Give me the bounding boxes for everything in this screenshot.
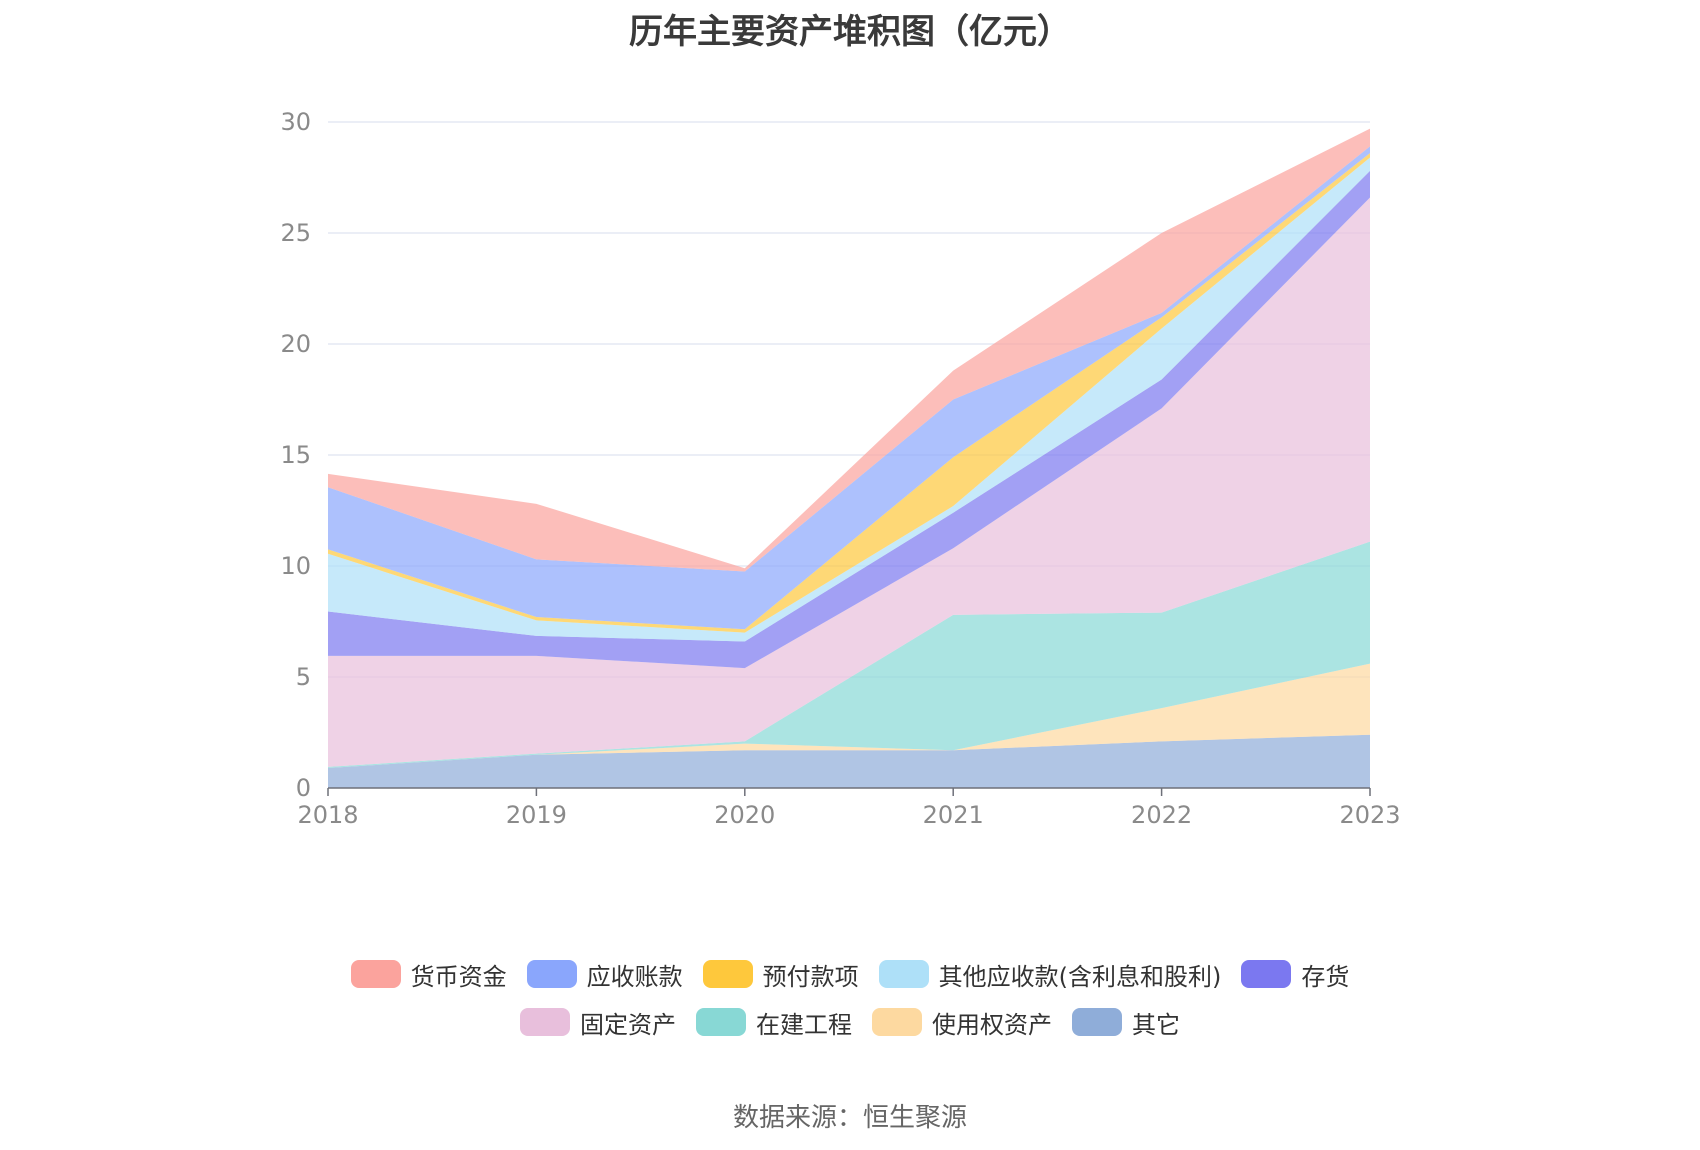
y-tick-label: 25 [280,219,311,247]
legend-label: 在建工程 [756,1010,852,1039]
y-tick-label: 20 [280,330,311,358]
legend: 货币资金 应收账款 预付款项 其他应收款(含利息和股利) 存货 固定资产 在建工程 使用权资… [0,950,1700,1046]
legend-item[interactable]: 存货 [1241,957,1349,992]
legend-swatch [526,960,577,988]
legend-label: 其他应收款(含利息和股利) [938,962,1222,991]
legend-label: 货币资金 [410,962,507,991]
area-series [328,541,1370,769]
legend-swatch [1241,960,1292,988]
legend-swatch [872,1008,922,1036]
y-tick-label: 10 [280,552,311,580]
legend-label: 应收账款 [586,962,683,991]
x-tick-label: 2023 [1339,801,1400,829]
x-tick-label: 2022 [1131,801,1192,829]
y-tick-label: 30 [280,108,311,136]
legend-item[interactable]: 使用权资产 [872,1005,1052,1040]
legend-item[interactable]: 在建工程 [696,1005,852,1040]
legend-swatch [878,960,929,988]
area-series [328,146,1370,630]
area-series [328,663,1370,769]
x-tick-label: 2019 [506,801,567,829]
legend-item[interactable]: 货币资金 [350,957,507,992]
legend-item[interactable]: 其他应收款(含利息和股利) [878,957,1222,992]
y-tick-label: 5 [296,663,311,691]
legend-item[interactable]: 其它 [1072,1005,1180,1040]
legend-item[interactable]: 应收账款 [526,957,683,992]
legend-label: 使用权资产 [932,1010,1052,1039]
legend-row-1: 货币资金 应收账款 预付款项 其他应收款(含利息和股利) 存货 [0,950,1700,998]
area-series [328,197,1370,767]
area-series [328,734,1370,788]
area-series [328,157,1370,642]
x-tick-label: 2020 [714,801,775,829]
legend-swatch [1072,1008,1122,1036]
area-series [328,128,1370,572]
y-tick-label: 0 [296,774,311,802]
x-tick-label: 2018 [297,801,358,829]
legend-label: 固定资产 [580,1010,676,1039]
legend-swatch [520,1008,570,1036]
legend-label: 其它 [1132,1010,1180,1039]
chart-title: 历年主要资产堆积图（亿元） [629,12,1071,52]
legend-swatch [350,960,401,988]
legend-label: 预付款项 [762,962,859,991]
legend-item[interactable]: 预付款项 [702,957,859,992]
legend-row-2: 固定资产 在建工程 使用权资产 其它 [0,998,1700,1046]
y-tick-label: 15 [280,441,311,469]
area-series [328,153,1370,633]
x-tick-label: 2021 [923,801,984,829]
legend-label: 存货 [1301,962,1350,991]
legend-swatch [696,1008,746,1036]
legend-item[interactable]: 固定资产 [520,1005,676,1040]
data-source: 数据来源：恒生聚源 [732,1103,967,1133]
legend-swatch [702,960,753,988]
